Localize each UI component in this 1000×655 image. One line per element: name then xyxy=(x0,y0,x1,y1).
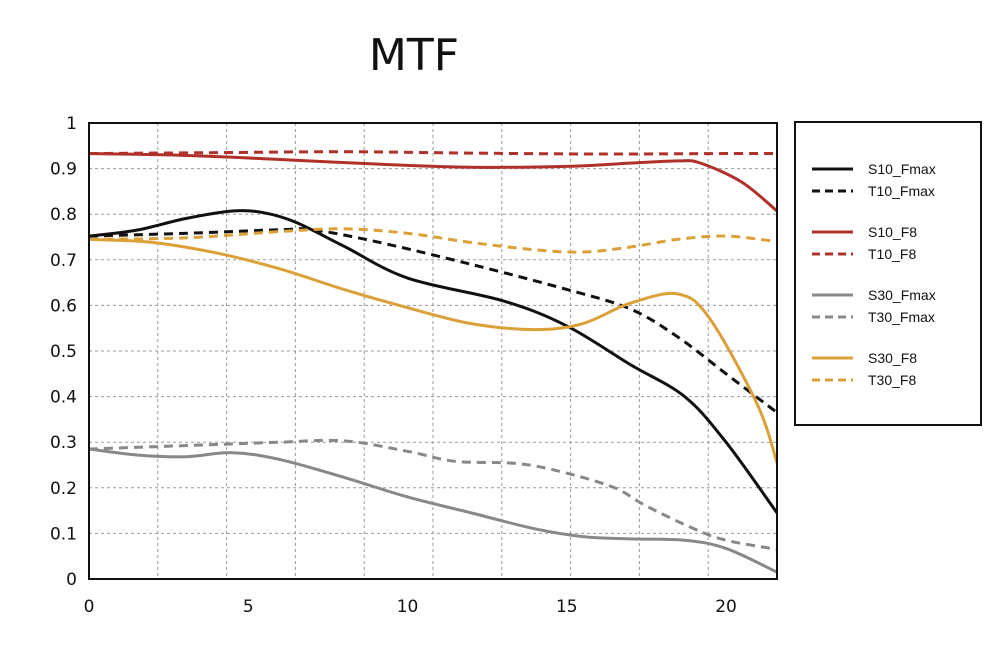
chart-title: MTF xyxy=(369,30,459,81)
y-tick-label: 0.4 xyxy=(50,388,77,408)
legend-label: T30_Fmax xyxy=(868,309,935,325)
y-tick-label: 0.7 xyxy=(50,251,77,271)
legend-box xyxy=(794,121,982,426)
legend-label: S30_F8 xyxy=(868,350,917,366)
series-line-t10-f8 xyxy=(89,150,777,156)
x-tick-label: 5 xyxy=(243,597,254,617)
series-line-t30-f8 xyxy=(89,227,777,254)
grid-lines xyxy=(89,123,777,579)
series-line-s10-fmax xyxy=(89,209,777,514)
legend-label: T10_Fmax xyxy=(868,183,935,199)
x-tick-label: 15 xyxy=(556,597,578,617)
tick-labels: 00.10.20.30.40.50.60.70.80.910 5 10 15 20 xyxy=(50,114,737,617)
y-tick-label: 0.2 xyxy=(50,479,77,499)
legend-entry: S30_F8 xyxy=(812,350,917,366)
y-tick-label: 0.5 xyxy=(50,342,77,362)
legend-entry: S30_Fmax xyxy=(812,287,936,303)
x-tick-label: 10 xyxy=(397,597,419,617)
axes xyxy=(88,122,778,580)
series-line-s30-fmax xyxy=(89,447,777,574)
series-lines xyxy=(89,150,777,574)
plot-frame xyxy=(88,122,778,580)
y-tick-label: 0.3 xyxy=(50,433,77,453)
legend-entry: T30_F8 xyxy=(812,372,916,388)
legend-label: T10_F8 xyxy=(868,246,916,262)
y-tick-label: 0 xyxy=(66,570,77,590)
y-tick-label: 0.1 xyxy=(50,524,77,544)
series-line-t30-fmax xyxy=(89,438,777,551)
legend-entry: T10_F8 xyxy=(812,246,916,262)
y-tick-label: 0.6 xyxy=(50,296,77,316)
legend: S10_Fmax T10_Fmax S10_F8 T10_F8 S30_Fmax T30_… xyxy=(794,121,982,426)
legend-label: S30_Fmax xyxy=(868,287,936,303)
y-tick-label: 1 xyxy=(66,114,77,134)
y-tick-label: 0.8 xyxy=(50,205,77,225)
series-line-s10-f8 xyxy=(89,152,777,213)
legend-label: S10_Fmax xyxy=(868,161,936,177)
x-tick-label: 0 xyxy=(84,597,95,617)
legend-entry: S10_F8 xyxy=(812,224,917,240)
legend-entry: T10_Fmax xyxy=(812,183,935,199)
series-line-t10-fmax xyxy=(89,227,777,414)
legend-label: T30_F8 xyxy=(868,372,916,388)
legend-entry: T30_Fmax xyxy=(812,309,935,325)
legend-entry: S10_Fmax xyxy=(812,161,936,177)
legend-label: S10_F8 xyxy=(868,224,917,240)
x-tick-label: 20 xyxy=(715,597,737,617)
y-tick-label: 0.9 xyxy=(50,160,77,180)
series-line-s30-f8 xyxy=(89,237,777,464)
